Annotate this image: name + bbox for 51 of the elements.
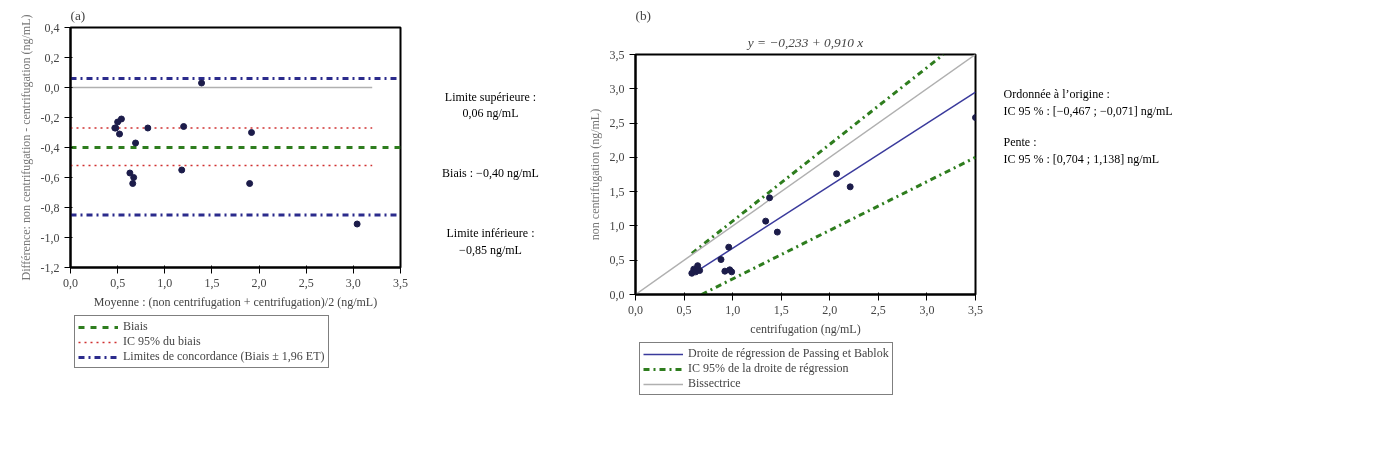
chart-subtitle: y = −0,233 + 0,910 x bbox=[745, 34, 864, 50]
y-tick-label: -1,2 bbox=[40, 260, 60, 275]
x-tick-label: 3,0 bbox=[345, 275, 361, 290]
x-tick-label: 1,0 bbox=[725, 302, 741, 317]
legend-label: Bissectrice bbox=[688, 376, 741, 391]
legend-label: IC 95% du biais bbox=[123, 334, 201, 349]
chart-title: (b) bbox=[635, 7, 652, 23]
x-tick-label: 2,5 bbox=[298, 275, 314, 290]
x-tick-label: 3,5 bbox=[393, 275, 408, 290]
x-tick-label: 0,0 bbox=[628, 302, 643, 317]
y-tick-label: 2,0 bbox=[609, 150, 625, 165]
y-tick-label: -0,8 bbox=[40, 200, 60, 215]
x-axis-title: centrifugation (ng/mL) bbox=[750, 321, 861, 336]
text: Pente : IC 95 % : [0,704 ; 1,138] ng/mL bbox=[1003, 135, 1160, 166]
x-tick-label: 2,0 bbox=[822, 302, 838, 317]
x-tick-label: 0,0 bbox=[63, 275, 78, 290]
x-tick-label: 2,0 bbox=[251, 275, 267, 290]
text: Ordonnée à l’origine : IC 95 % : [−0,467 ; −0,071] ng/mL bbox=[1003, 87, 1173, 118]
legend-label: Limites de concordance (Biais ± 1,96 ET) bbox=[123, 349, 325, 364]
x-tick-label: 1,5 bbox=[204, 275, 220, 290]
y-tick-label: 0,5 bbox=[609, 253, 625, 268]
chart-title: (a) bbox=[70, 7, 86, 23]
x-tick-label: 0,5 bbox=[676, 302, 692, 317]
x-tick-label: 1,5 bbox=[773, 302, 789, 317]
legend-label: Biais bbox=[123, 319, 148, 334]
y-tick-label: 0,0 bbox=[609, 287, 625, 302]
y-tick-label: -1,0 bbox=[40, 230, 60, 245]
text: Biais : −0,40 ng/mL bbox=[442, 166, 539, 181]
text: Limite inférieure : −0,85 ng/mL bbox=[446, 226, 535, 258]
y-tick-label: 2,5 bbox=[609, 116, 625, 131]
y-tick-label: -0,6 bbox=[40, 170, 60, 185]
legend-label: Droite de régression de Passing et Bablok bbox=[688, 346, 889, 361]
y-tick-label: 3,5 bbox=[609, 47, 625, 62]
y-tick-label: 1,0 bbox=[609, 218, 625, 233]
x-tick-label: 3,5 bbox=[968, 302, 983, 317]
x-tick-label: 1,0 bbox=[157, 275, 173, 290]
y-tick-label: -0,2 bbox=[40, 110, 60, 125]
y-tick-label: 1,5 bbox=[609, 184, 625, 199]
legend-label: IC 95% de la droite de régression bbox=[688, 361, 849, 376]
y-tick-label: 0,0 bbox=[44, 80, 60, 95]
x-tick-label: 3,0 bbox=[919, 302, 935, 317]
x-tick-label: 0,5 bbox=[110, 275, 126, 290]
y-axis-title: non centrifugation (ng/mL) bbox=[587, 108, 602, 241]
x-tick-label: 2,5 bbox=[870, 302, 886, 317]
y-tick-label: 0,4 bbox=[44, 20, 60, 35]
y-tick-label: -0,4 bbox=[40, 140, 60, 155]
y-tick-label: 0,2 bbox=[44, 50, 60, 65]
y-axis-title: Différence: non centrifugation - centrifugation (ng/mL) bbox=[18, 14, 33, 281]
x-axis-title: Moyenne : (non centrifugation + centrifugation)/2 (ng/mL) bbox=[93, 294, 378, 309]
text: Limite supérieure : 0,06 ng/mL bbox=[444, 89, 537, 121]
y-tick-label: 3,0 bbox=[609, 81, 625, 96]
